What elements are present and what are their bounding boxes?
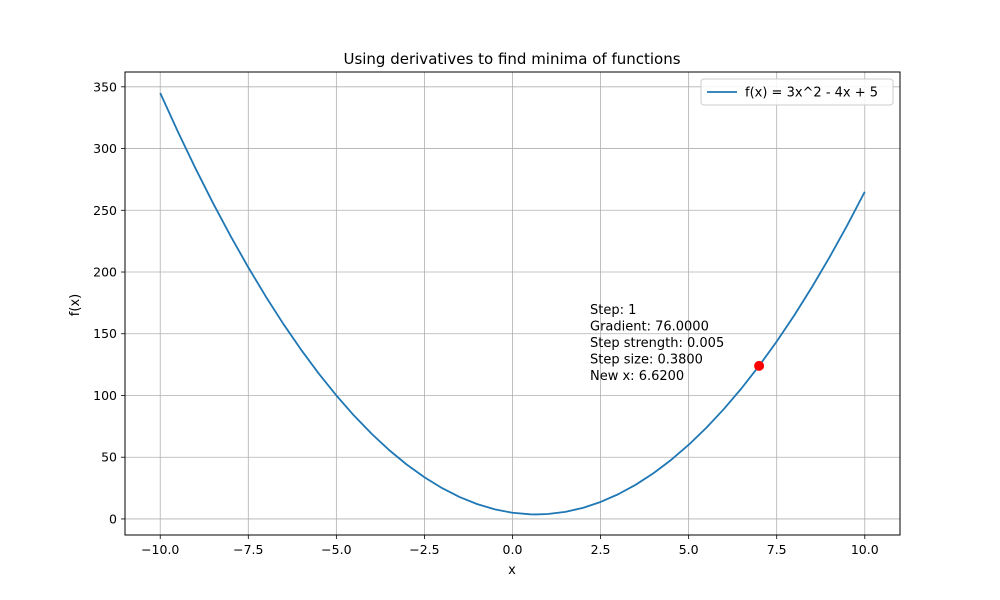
y-axis-ticks: 0 50 100 150 200 250 300 350 [93,79,125,526]
x-tick-label: −2.5 [409,542,439,557]
x-tick-label: −10.0 [141,542,179,557]
annotation-line: Step: 1 [590,303,636,318]
chart-title: Using derivatives to find minima of func… [343,50,680,68]
y-tick-label: 0 [109,511,117,526]
x-tick-label: −7.5 [233,542,263,557]
x-axis-ticks: −10.0 −7.5 −5.0 −2.5 0.0 2.5 5.0 7.5 10.0 [141,535,879,557]
x-tick-label: −5.0 [321,542,351,557]
legend-label: f(x) = 3x^2 - 4x + 5 [745,86,878,101]
x-axis-label: x [508,563,516,578]
current-point-marker [754,360,765,371]
grid-lines [125,72,900,535]
y-tick-label: 100 [93,388,117,403]
x-tick-label: 5.0 [679,542,699,557]
y-tick-label: 350 [93,79,117,94]
current-point-layer [754,360,765,371]
y-tick-label: 250 [93,203,117,218]
x-tick-label: 10.0 [851,542,879,557]
legend-box [700,78,894,106]
y-tick-label: 150 [93,326,117,341]
y-tick-label: 50 [101,450,117,465]
y-tick-label: 200 [93,265,117,280]
annotation-line: Step strength: 0.005 [590,336,724,351]
x-tick-label: 2.5 [591,542,611,557]
y-axis-label: f(x) [68,294,83,316]
x-tick-label: 7.5 [767,542,787,557]
x-tick-label: 0.0 [503,542,523,557]
annotation-line: Gradient: 76.0000 [590,320,709,335]
y-tick-label: 300 [93,141,117,156]
series-layer [159,92,866,516]
series-line [159,92,866,516]
annotation-line: Step size: 0.3800 [590,353,703,368]
annotation-line: New x: 6.6200 [590,369,684,384]
legend: f(x) = 3x^2 - 4x + 5 [700,78,894,106]
